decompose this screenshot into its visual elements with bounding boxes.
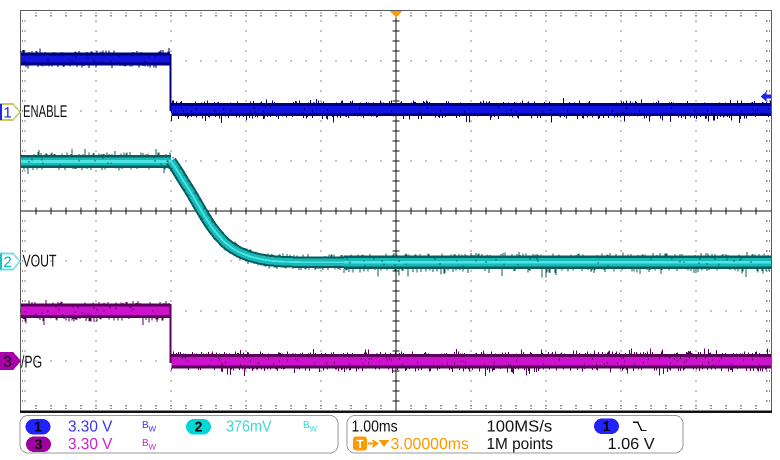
svg-text:VOUT: VOUT bbox=[23, 252, 57, 271]
svg-text:100MS/s: 100MS/s bbox=[487, 419, 553, 436]
svg-text:1: 1 bbox=[603, 418, 611, 434]
svg-text:ENABLE: ENABLE bbox=[23, 102, 67, 121]
svg-text:B: B bbox=[303, 420, 310, 431]
svg-text:1.00ms: 1.00ms bbox=[352, 419, 398, 436]
svg-text:T: T bbox=[356, 437, 364, 451]
svg-text:3.00000ms: 3.00000ms bbox=[391, 436, 469, 453]
svg-text:B: B bbox=[142, 438, 149, 449]
svg-text:376mV: 376mV bbox=[226, 419, 272, 436]
svg-text:3.30 V: 3.30 V bbox=[68, 436, 113, 453]
svg-text:1: 1 bbox=[34, 419, 42, 435]
svg-text:2: 2 bbox=[3, 254, 11, 271]
svg-text:W: W bbox=[149, 443, 157, 452]
svg-text:3: 3 bbox=[35, 436, 43, 452]
svg-text:1: 1 bbox=[3, 105, 11, 122]
svg-text:3.30 V: 3.30 V bbox=[68, 419, 113, 436]
svg-text:B: B bbox=[142, 420, 149, 431]
svg-text:W: W bbox=[310, 425, 318, 434]
svg-text:3: 3 bbox=[3, 354, 11, 371]
svg-text:/PG: /PG bbox=[21, 353, 42, 372]
svg-text:1.06 V: 1.06 V bbox=[608, 436, 656, 453]
svg-text:W: W bbox=[149, 425, 157, 434]
svg-text:1M points: 1M points bbox=[487, 436, 554, 453]
svg-text:2: 2 bbox=[195, 419, 203, 435]
